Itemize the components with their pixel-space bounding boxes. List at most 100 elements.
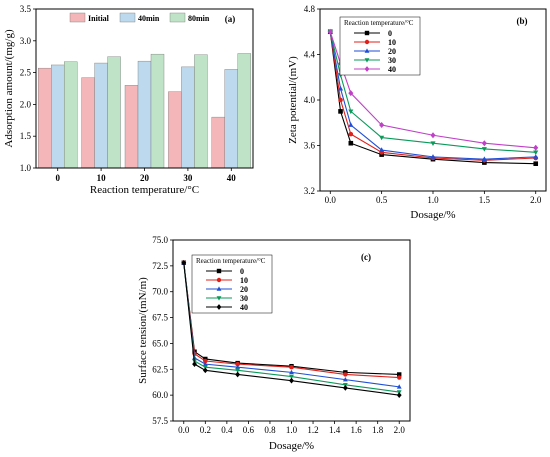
y-axis-label-b: Zeta potential/(mV) — [287, 56, 299, 144]
xtick-label-b: 0.0 — [325, 195, 337, 205]
bar-80min-40 — [237, 53, 252, 169]
ytick-label-b: 3.2 — [304, 186, 315, 196]
legend-label-c-20: 20 — [240, 285, 248, 294]
legend-marker-c-40 — [216, 304, 222, 310]
point-b-20-2 — [348, 122, 354, 127]
ytick-label-c: 65.0 — [152, 338, 168, 348]
point-b-40-3 — [379, 122, 385, 129]
point-c-10-4 — [289, 365, 294, 370]
xtick-label-c: 0.2 — [200, 425, 211, 435]
xtick-label-a: 20 — [140, 173, 150, 183]
legend-marker-c-10 — [216, 277, 222, 283]
legend-swatch-a-80min — [169, 12, 186, 23]
point-c-40-1 — [192, 361, 197, 367]
point-c-20-4 — [289, 369, 294, 375]
xtick-label-a: 40 — [227, 173, 237, 183]
legend-label-a-Initial: Initial — [88, 14, 110, 23]
bar-40min-40 — [224, 69, 239, 169]
xtick-label-a: 30 — [183, 173, 193, 183]
legend-marker-b-10 — [364, 39, 370, 45]
point-b-40-2 — [348, 90, 354, 97]
xtick-label-c: 2.0 — [394, 425, 406, 435]
legend-label-b-30: 30 — [388, 56, 396, 65]
point-b-30-6 — [533, 150, 539, 156]
point-b-40-0 — [327, 28, 333, 35]
legend-marker-c-0 — [216, 268, 222, 274]
point-b-0-1 — [338, 109, 343, 114]
bar-80min-10 — [107, 56, 121, 169]
legend-marker-b-30 — [364, 58, 370, 63]
xtick-label-c: 1.4 — [329, 425, 341, 435]
bar-40min-10 — [94, 62, 108, 169]
xtick-label-c: 0.8 — [264, 425, 276, 435]
legend-swatch-a-40min — [119, 12, 136, 23]
ytick-label-a: 2.5 — [20, 68, 32, 78]
legend-label-b-20: 20 — [388, 47, 396, 56]
legend-label-c-30: 30 — [240, 294, 248, 303]
y-axis-label-c: Surface tension/(mN/m) — [137, 277, 149, 384]
point-b-30-3 — [379, 135, 385, 141]
xtick-label-c: 0.6 — [243, 425, 255, 435]
xtick-label-c: 1.8 — [372, 425, 384, 435]
xtick-label-b: 1.5 — [479, 195, 491, 205]
chart-b: 3.2 3.6 4.0 4.4 4.8 0.0 0.5 1.0 1.5 2.0 Reaction t… — [287, 4, 547, 221]
point-b-20-5 — [481, 156, 487, 161]
point-c-20-2 — [202, 361, 208, 366]
point-b-30-2 — [348, 109, 354, 115]
bar-Initial-20 — [124, 85, 139, 169]
ytick-label-c: 62.5 — [152, 364, 168, 374]
point-c-40-5 — [342, 385, 348, 391]
ytick-label-a: 3.5 — [20, 4, 32, 14]
panel-label-a: (a) — [225, 14, 236, 24]
point-b-0-6 — [533, 161, 539, 166]
xtick-label-c: 1.0 — [286, 425, 298, 435]
legend-title-c: Reaction temperature/°C — [196, 257, 266, 265]
legend-label-b-0: 0 — [388, 29, 392, 38]
ytick-label-a: 3.0 — [20, 36, 32, 46]
legend-swatch-a-Initial — [69, 12, 86, 23]
point-c-20-5 — [342, 376, 348, 382]
legend-marker-b-40 — [364, 66, 370, 72]
bar-80min-30 — [194, 54, 208, 169]
point-c-0-6 — [397, 372, 402, 377]
bar-40min-0 — [51, 64, 65, 169]
bar-40min-30 — [181, 66, 195, 169]
xtick-label-b: 1.0 — [427, 195, 439, 205]
point-b-30-4 — [430, 141, 436, 146]
legend-label-a-40min: 40min — [138, 14, 160, 23]
xtick-label-b: 2.0 — [530, 195, 542, 205]
legend-marker-b-20 — [364, 48, 370, 53]
xtick-label-a: 0 — [55, 173, 60, 183]
point-b-10-2 — [348, 131, 354, 137]
legend-marker-c-20 — [216, 286, 222, 291]
x-axis-label-b: Dosage/% — [410, 209, 455, 221]
point-c-10-2 — [203, 358, 208, 364]
legend-label-c-40: 40 — [240, 303, 248, 312]
point-b-40-6 — [533, 144, 539, 151]
ytick-label-b: 4.8 — [304, 4, 316, 14]
ytick-label-a: 1.0 — [20, 163, 32, 173]
legend-label-b-40: 40 — [388, 65, 396, 74]
point-b-40-5 — [481, 140, 487, 147]
legend-label-c-0: 0 — [240, 267, 244, 276]
legend-label-c-10: 10 — [240, 276, 248, 285]
ytick-label-c: 57.5 — [152, 416, 168, 426]
point-b-20-6 — [533, 154, 539, 159]
bar-Initial-30 — [168, 91, 182, 169]
bar-80min-0 — [63, 61, 78, 169]
ytick-label-c: 70.0 — [152, 287, 168, 297]
point-b-10-1 — [338, 97, 343, 103]
bar-Initial-10 — [81, 77, 95, 169]
legend-marker-b-0 — [364, 30, 370, 36]
ytick-label-b: 4.4 — [304, 50, 316, 60]
ytick-label-b: 3.6 — [304, 141, 316, 151]
point-b-20-4 — [430, 154, 436, 159]
panel-label-b: (b) — [517, 16, 528, 26]
point-c-40-3 — [235, 371, 241, 378]
point-b-20-3 — [379, 147, 385, 152]
xtick-label-c: 1.6 — [351, 425, 363, 435]
ytick-label-c: 67.5 — [152, 313, 168, 323]
point-c-30-4 — [289, 374, 294, 380]
bar-Initial-40 — [211, 116, 226, 169]
ytick-label-a: 1.5 — [20, 131, 32, 141]
